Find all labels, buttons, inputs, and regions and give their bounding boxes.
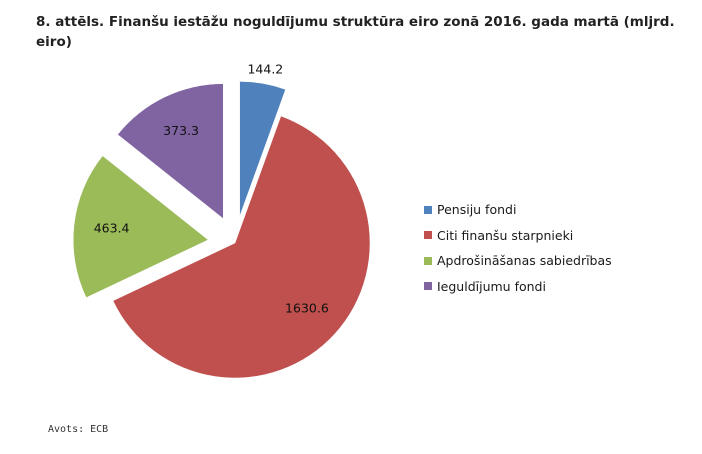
label-citi-finansu-starpnieki: 1630.6 <box>285 300 329 315</box>
legend-item-pensiju-fondi: Pensiju fondi <box>424 197 612 223</box>
pie-slices <box>72 81 371 379</box>
slice-pensiju-fondi <box>239 81 286 217</box>
source-note: Avots: ECB <box>48 424 109 435</box>
slice-citi-finansu-starpnieki <box>112 115 371 379</box>
legend-label: Apdrošināšanas sabiedrības <box>437 253 612 269</box>
legend-swatch <box>424 231 432 240</box>
label-apdrosinasanas-sabiedribas: 463.4 <box>94 221 130 236</box>
legend-swatch <box>424 205 432 214</box>
legend-item-apdrosinasanas-sabiedribas: Apdrošināšanas sabiedrības <box>424 248 612 274</box>
slice-ieguldijumu-fondi <box>117 83 224 220</box>
label-ieguldijumu-fondi: 373.3 <box>163 123 199 138</box>
legend-swatch <box>424 256 432 265</box>
chart-legend: Pensiju fondi Citi finanšu starpnieki Apdr… <box>424 197 612 299</box>
legend-label: Citi finanšu starpnieki <box>437 227 574 243</box>
label-pensiju-fondi: 144.2 <box>247 62 283 77</box>
chart-title: 8. attēls. Finanšu iestāžu noguldījumu s… <box>36 14 675 50</box>
pie-value-labels: 144.2 1630.6 463.4 373.3 <box>94 62 329 316</box>
legend-label: Pensiju fondi <box>437 202 517 218</box>
legend-item-citi-finansu-starpnieki: Citi finanšu starpnieki <box>424 223 612 249</box>
legend-item-ieguldijumu-fondi: Ieguldījumu fondi <box>424 274 612 300</box>
legend-label: Ieguldījumu fondi <box>437 278 546 294</box>
slice-apdrosinasanas-sabiedribas <box>72 155 209 299</box>
legend-swatch <box>424 282 432 291</box>
